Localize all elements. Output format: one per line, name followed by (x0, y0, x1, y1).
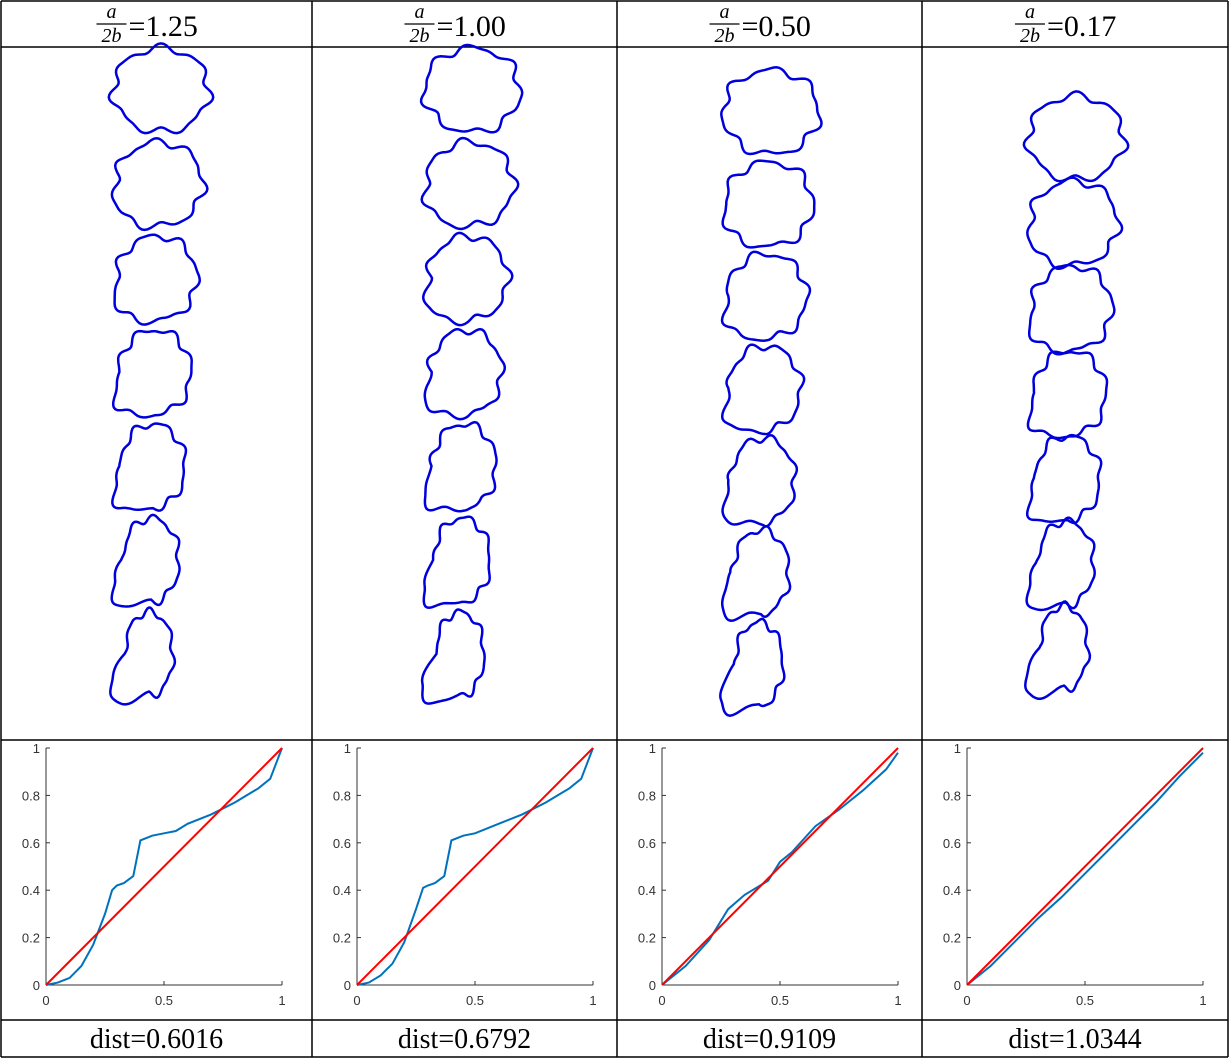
x-tick-label: 1 (1199, 993, 1206, 1008)
shape-contour (113, 233, 202, 326)
x-tick-label: 0 (963, 993, 970, 1008)
line-series (356, 747, 594, 986)
fraction-denominator: 2b (102, 25, 122, 47)
shape-contour (1022, 90, 1130, 183)
line-series (45, 747, 283, 986)
fraction-denominator: 2b (410, 25, 430, 47)
shape-contour (720, 250, 812, 342)
dist-label: dist=0.9109 (703, 1024, 836, 1055)
line-series (356, 747, 594, 986)
x-tick-label: 1 (278, 993, 285, 1008)
y-tick-label: 0.8 (333, 788, 351, 803)
y-tick-label: 0.2 (943, 931, 961, 946)
line-series (45, 747, 283, 986)
shape-contour (420, 136, 520, 231)
shape-contour (719, 617, 786, 717)
shape-contour (420, 608, 486, 705)
shape-contour (111, 329, 193, 419)
y-tick-label: 0.4 (943, 883, 961, 898)
y-tick-label: 1 (649, 741, 656, 756)
line-series (966, 747, 1204, 986)
shape-contour (110, 137, 209, 232)
y-tick-label: 0.2 (638, 931, 656, 946)
y-tick-label: 0.2 (333, 931, 351, 946)
y-tick-label: 0.6 (638, 836, 656, 851)
fraction-numerator: a (1025, 1, 1035, 23)
dist-label: dist=0.6016 (90, 1024, 223, 1055)
shape-contour (422, 515, 491, 609)
x-tick-label: 0.5 (466, 993, 484, 1008)
x-tick-label: 0 (658, 993, 665, 1008)
header-value: =0.17 (1047, 10, 1116, 43)
shape-contour (1025, 433, 1103, 525)
x-tick-label: 0 (353, 993, 360, 1008)
fraction-denominator: 2b (1020, 25, 1040, 47)
shape-contour (720, 525, 792, 622)
shape-contour (110, 513, 181, 608)
y-tick-label: 0.6 (943, 836, 961, 851)
x-tick-label: 0.5 (155, 993, 173, 1008)
x-tick-label: 1 (894, 993, 901, 1008)
shape-contour (720, 343, 806, 436)
shape-contour (1026, 350, 1109, 440)
fraction-numerator: a (107, 1, 117, 23)
y-tick-label: 0.8 (638, 788, 656, 803)
shape-contour (720, 66, 823, 156)
fraction-numerator: a (415, 1, 425, 23)
x-tick-label: 0.5 (1076, 993, 1094, 1008)
y-tick-label: 0 (649, 978, 656, 993)
y-tick-label: 0.4 (22, 883, 40, 898)
header-value: =1.25 (129, 10, 198, 43)
fraction-numerator: a (720, 1, 730, 23)
shape-contour (111, 422, 188, 512)
shape-contour (721, 159, 816, 249)
y-tick-label: 0.4 (333, 883, 351, 898)
y-tick-label: 0 (954, 978, 961, 993)
shape-contour (1026, 176, 1124, 270)
y-tick-label: 1 (344, 741, 351, 756)
y-tick-label: 0.6 (333, 836, 351, 851)
shape-contour (423, 327, 507, 421)
dist-label: dist=0.6792 (398, 1024, 531, 1055)
shape-contour (421, 231, 514, 327)
y-tick-label: 0.8 (943, 788, 961, 803)
shape-contour (107, 42, 215, 135)
line-series (966, 751, 1204, 986)
shape-contour (423, 420, 498, 513)
shape-contour (1025, 516, 1096, 612)
y-tick-label: 1 (33, 741, 40, 756)
x-tick-label: 1 (589, 993, 596, 1008)
y-tick-label: 0 (33, 978, 40, 993)
x-tick-label: 0 (42, 993, 49, 1008)
shape-contour (419, 43, 524, 134)
fraction-denominator: 2b (715, 25, 735, 47)
y-tick-label: 0.8 (22, 788, 40, 803)
y-tick-label: 0.6 (22, 836, 40, 851)
shape-contour (1027, 263, 1116, 356)
line-series (661, 752, 899, 986)
x-tick-label: 0.5 (771, 993, 789, 1008)
header-value: =0.50 (742, 10, 811, 43)
dist-label: dist=1.0344 (1008, 1024, 1141, 1055)
line-series (661, 747, 899, 986)
shape-contour (1024, 600, 1092, 700)
header-value: =1.00 (437, 10, 506, 43)
y-tick-label: 0 (344, 978, 351, 993)
y-tick-label: 1 (954, 741, 961, 756)
y-tick-label: 0.2 (22, 931, 40, 946)
shape-contour (109, 606, 177, 706)
y-tick-label: 0.4 (638, 883, 656, 898)
shape-contour (721, 434, 799, 528)
